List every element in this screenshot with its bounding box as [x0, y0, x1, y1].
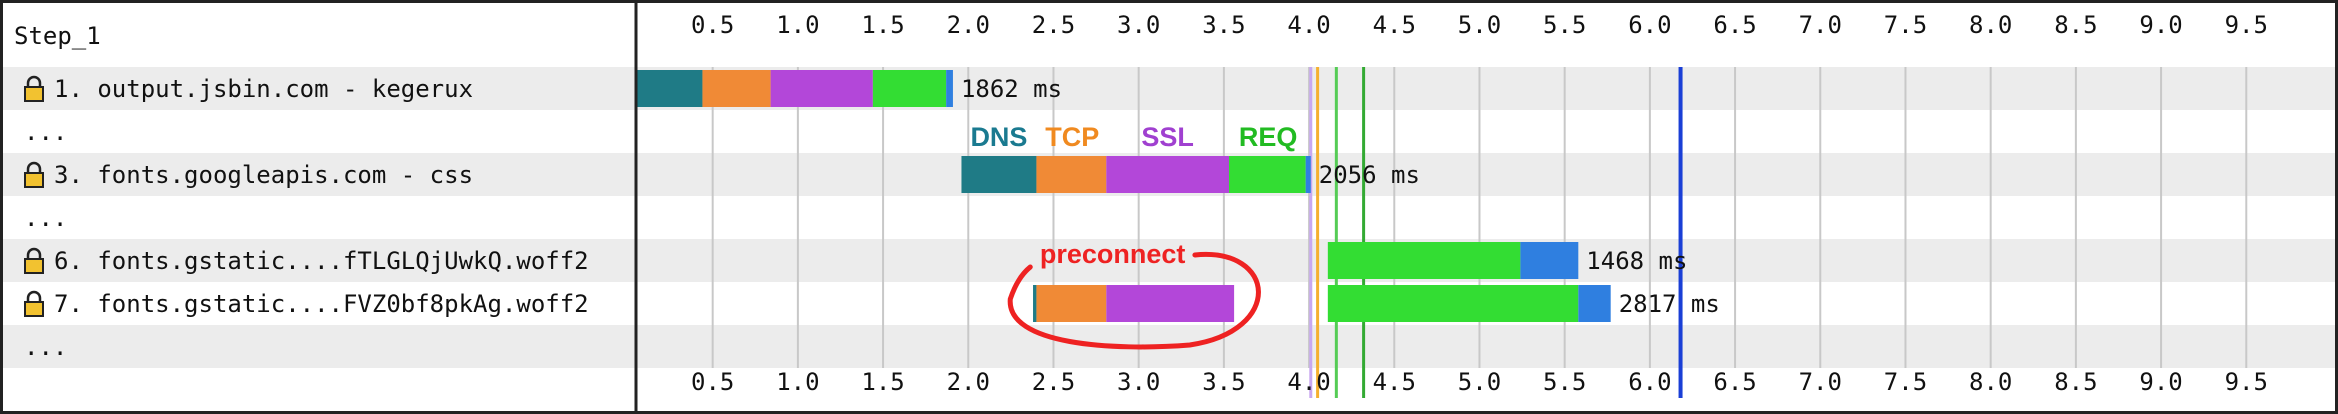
x-tick-bottom: 9.5	[2225, 368, 2268, 396]
duration-label: 2056 ms	[1319, 161, 1420, 189]
x-tick-top: 4.0	[1287, 11, 1330, 39]
lock-shackle	[26, 290, 42, 302]
x-tick-bottom: 4.0	[1287, 368, 1330, 396]
row-labels: 1. output.jsbin.com - kegerux... 3. fonts…	[24, 75, 589, 361]
duration-label: 1862 ms	[961, 75, 1062, 103]
phase-label-tcp: TCP	[1045, 122, 1099, 152]
row-label: 3. fonts.googleapis.com - css	[54, 161, 473, 189]
bar-segment-tcp	[702, 70, 771, 107]
x-tick-bottom: 3.5	[1202, 368, 1245, 396]
lock-body	[24, 86, 44, 102]
x-tick-bottom: 9.0	[2139, 368, 2182, 396]
preconnect-annotation: preconnect	[1007, 239, 1261, 350]
x-tick-top: 5.0	[1458, 11, 1501, 39]
x-tick-top: 4.5	[1373, 11, 1416, 39]
x-tick-top: 7.0	[1799, 11, 1842, 39]
row-label: ...	[24, 333, 67, 361]
x-tick-bottom: 6.5	[1713, 368, 1756, 396]
x-tick-bottom: 2.0	[947, 368, 990, 396]
bar-segment-ssl	[1106, 285, 1235, 322]
grid-lines	[711, 67, 2248, 368]
x-tick-top: 3.5	[1202, 11, 1245, 39]
row-label: ...	[24, 204, 67, 232]
bar-segment-req	[1327, 285, 1579, 322]
x-tick-bottom: 0.5	[691, 368, 734, 396]
x-tick-top: 8.0	[1969, 11, 2012, 39]
bar-segment-content	[946, 70, 953, 107]
row-bands	[0, 67, 2338, 368]
x-tick-top: 8.5	[2054, 11, 2097, 39]
x-tick-bottom: 8.0	[1969, 368, 2012, 396]
x-tick-bottom: 7.0	[1799, 368, 1842, 396]
bar-segment-req	[1228, 156, 1306, 193]
bar-segment-ssl	[1106, 156, 1229, 193]
x-axis-ticks: 0.5 0.5 1.0 1.0 1.5 1.5 2.0 2.0 2.5 2.5 3.0 3.0 3.5 3…	[691, 11, 2268, 396]
lock-body	[24, 258, 44, 274]
x-tick-top: 2.5	[1032, 11, 1075, 39]
lock-body	[24, 172, 44, 188]
step-title: Step_1	[14, 22, 101, 50]
x-tick-top: 9.5	[2225, 11, 2268, 39]
x-tick-top: 2.0	[947, 11, 990, 39]
bar-segment-content	[1305, 156, 1311, 193]
row-label: 6. fonts.gstatic....fTLGLQjUwkQ.woff2	[54, 247, 589, 275]
duration-label: 2817 ms	[1619, 290, 1720, 318]
lock-shackle	[26, 161, 42, 173]
row-band	[0, 239, 2338, 282]
bar-segment-dns	[636, 70, 703, 107]
phase-labels: DNS TCP SSL REQ	[970, 122, 1297, 152]
timing-markers	[1309, 67, 1683, 398]
row-label: 1. output.jsbin.com - kegerux	[54, 75, 473, 103]
duration-label: 1468 ms	[1586, 247, 1687, 275]
x-tick-bottom: 4.5	[1373, 368, 1416, 396]
annotation-circle	[1007, 252, 1261, 350]
x-tick-bottom: 1.5	[861, 368, 904, 396]
phase-label-ssl: SSL	[1141, 122, 1194, 152]
row-band	[0, 67, 2338, 110]
request-bars: 1862 ms 2056 ms 1468 ms 2817 ms	[636, 70, 1720, 322]
lock-shackle	[26, 75, 42, 87]
lock-icon	[24, 290, 44, 317]
x-tick-bottom: 5.5	[1543, 368, 1586, 396]
x-tick-top: 1.5	[861, 11, 904, 39]
lock-icon	[24, 75, 44, 102]
x-tick-top: 1.0	[776, 11, 819, 39]
lock-icon	[24, 247, 44, 274]
bar-segment-content	[1520, 242, 1579, 279]
bar-segment-content	[1578, 285, 1611, 322]
x-tick-bottom: 8.5	[2054, 368, 2097, 396]
x-tick-bottom: 1.0	[776, 368, 819, 396]
lock-shackle	[26, 247, 42, 259]
x-tick-bottom: 7.5	[1884, 368, 1927, 396]
bar-segment-ssl	[770, 70, 873, 107]
x-tick-bottom: 2.5	[1032, 368, 1075, 396]
phase-label-dns: DNS	[970, 122, 1027, 152]
x-tick-bottom: 5.0	[1458, 368, 1501, 396]
bar-segment-req	[872, 70, 947, 107]
x-tick-top: 6.0	[1628, 11, 1671, 39]
phase-label-req: REQ	[1239, 122, 1298, 152]
bar-segment-tcp	[1036, 156, 1107, 193]
lock-body	[24, 301, 44, 317]
x-tick-bottom: 3.0	[1117, 368, 1160, 396]
x-tick-top: 0.5	[691, 11, 734, 39]
x-tick-top: 7.5	[1884, 11, 1927, 39]
bar-segment-tcp	[1036, 285, 1107, 322]
x-tick-top: 3.0	[1117, 11, 1160, 39]
lock-icon	[24, 161, 44, 188]
x-tick-top: 9.0	[2139, 11, 2182, 39]
annotation-label: preconnect	[1040, 239, 1186, 269]
x-tick-bottom: 6.0	[1628, 368, 1671, 396]
x-tick-top: 6.5	[1713, 11, 1756, 39]
x-tick-top: 5.5	[1543, 11, 1586, 39]
bar-segment-dns	[1033, 285, 1037, 322]
bar-segment-dns	[961, 156, 1037, 193]
row-label: ...	[24, 118, 67, 146]
bar-segment-req	[1327, 242, 1521, 279]
row-label: 7. fonts.gstatic....FVZ0bf8pkAg.woff2	[54, 290, 589, 318]
